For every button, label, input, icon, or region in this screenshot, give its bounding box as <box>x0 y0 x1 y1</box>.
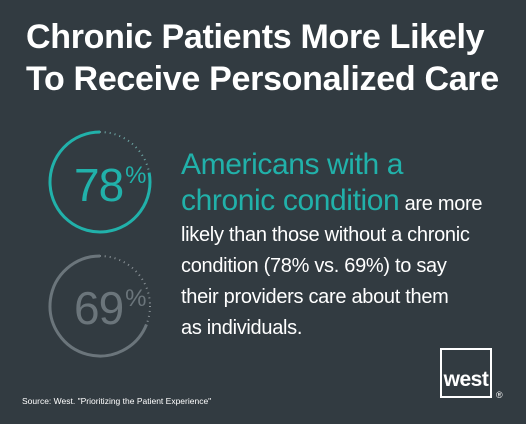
stat-78-percent: 78% <box>74 158 147 212</box>
description-line-1-rest: are more <box>404 193 483 215</box>
page-title: Chronic Patients More Likely To Receive … <box>26 16 516 100</box>
stat-78-value: 78 <box>74 159 124 211</box>
description: Americans with a chronic condition are m… <box>181 148 521 344</box>
title-line-2: To Receive Personalized Care <box>26 60 499 98</box>
stat-78-unit: % <box>125 162 147 189</box>
description-line-4: their providers care about them <box>181 286 449 308</box>
west-logo: west <box>440 348 492 398</box>
logo-text: west <box>443 368 489 391</box>
ring-78-percent <box>48 130 152 234</box>
registered-mark: ® <box>496 390 503 400</box>
description-line-5: as individuals. <box>181 317 303 339</box>
title-line-1: Chronic Patients More Likely <box>26 18 485 56</box>
source-note: Source: West. "Prioritizing the Patient … <box>22 396 212 406</box>
stat-69-percent: 69% <box>74 281 147 335</box>
ring-arc-69 <box>48 254 148 358</box>
description-line-3: condition (78% vs. 69%) to say <box>181 255 447 277</box>
ring-arc-78 <box>48 130 152 234</box>
stat-69-value: 69 <box>74 282 124 334</box>
ring-69-percent <box>48 254 151 358</box>
description-line-2: likely than those without a chronic <box>181 224 470 246</box>
highlight-line-2: chronic condition <box>181 184 400 217</box>
stat-69-unit: % <box>125 285 147 312</box>
ring-track-69 <box>49 255 151 357</box>
highlight-line-1: Americans with a <box>181 148 404 181</box>
